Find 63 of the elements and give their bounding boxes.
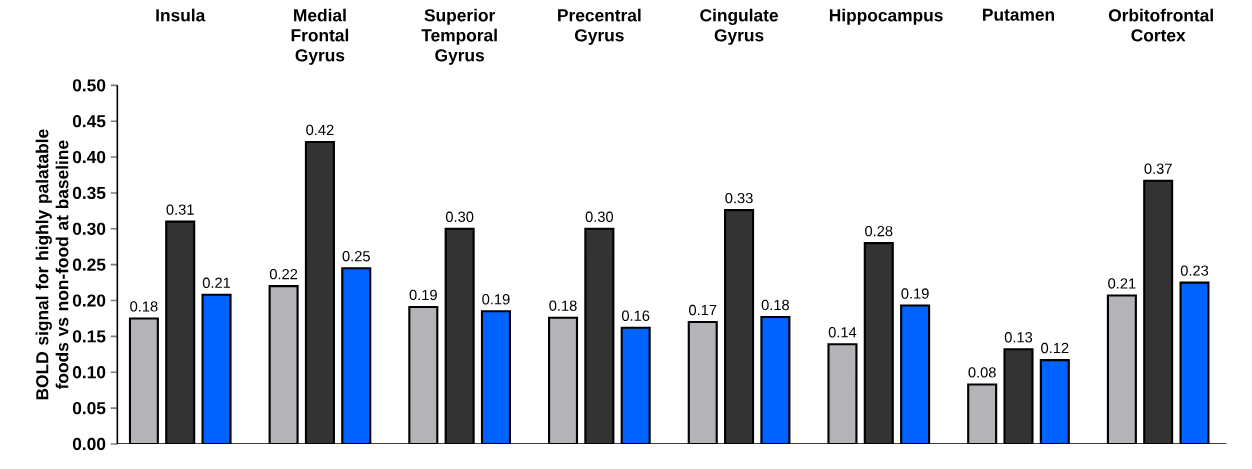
data-label: 0.28 <box>865 225 893 237</box>
x-tick-label: Insula <box>156 8 206 22</box>
data-label: 0.16 <box>621 310 650 321</box>
y-tick-label: 0.00 <box>72 437 106 451</box>
y-tick-label: 0.40 <box>72 150 106 164</box>
y-tick-label: 0.25 <box>72 258 106 271</box>
bar <box>268 285 299 444</box>
bar <box>408 305 439 444</box>
data-label: 0.19 <box>901 288 929 299</box>
bar <box>165 220 196 444</box>
data-label: 0.08 <box>968 367 996 378</box>
x-tick-label: Hippocampus <box>829 8 943 25</box>
bar <box>760 315 791 444</box>
data-label: 0.23 <box>1180 265 1209 276</box>
y-tick-label: 0.10 <box>72 366 106 379</box>
data-label: 0.30 <box>445 211 474 222</box>
data-label: 0.19 <box>409 289 437 301</box>
data-label: 0.17 <box>689 304 717 316</box>
data-label: 0.14 <box>828 327 857 338</box>
x-tick-label: Precentral Gyrus <box>558 8 641 45</box>
data-label: 0.31 <box>166 204 194 215</box>
data-label: 0.42 <box>306 124 334 136</box>
y-tick-label: 0.35 <box>72 186 106 200</box>
data-label: 0.18 <box>761 299 790 311</box>
bar <box>620 326 651 444</box>
data-label: 0.21 <box>1108 278 1136 289</box>
data-label: 0.12 <box>1041 342 1069 354</box>
y-tick-label: 0.50 <box>72 79 106 92</box>
y-tick-label: 0.45 <box>72 115 106 128</box>
x-tick-label: Superior Temporal Gyrus <box>421 8 497 65</box>
x-tick-label: Medial Frontal Gyrus <box>291 8 349 65</box>
y-axis-title: BOLD signal for highly palatable foods vs non-food at baseline <box>35 129 69 400</box>
x-tick-label: Cingulate Gyrus <box>700 8 778 45</box>
data-label: 0.25 <box>342 250 370 262</box>
bar <box>1039 358 1070 444</box>
data-label: 0.37 <box>1144 163 1172 174</box>
bar <box>687 320 718 444</box>
y-tick-label: 0.20 <box>72 294 106 307</box>
y-tick-label: 0.15 <box>72 330 106 343</box>
bar <box>584 227 615 444</box>
data-label: 0.13 <box>1004 332 1033 343</box>
y-tick-label: 0.30 <box>72 222 106 235</box>
bar <box>341 267 372 444</box>
bar <box>900 304 931 444</box>
data-label: 0.19 <box>482 294 510 305</box>
data-label: 0.22 <box>269 268 298 280</box>
bar <box>1143 179 1174 444</box>
bar <box>1106 294 1137 444</box>
data-label: 0.21 <box>202 277 231 288</box>
data-label: 0.18 <box>130 301 158 312</box>
x-tick-label: Orbitofrontal Cortex <box>1108 8 1213 42</box>
bar <box>304 140 335 444</box>
data-label: 0.18 <box>549 300 577 311</box>
bar <box>128 317 159 444</box>
bar <box>547 316 579 444</box>
y-tick-label: 0.05 <box>72 401 106 415</box>
bar <box>724 209 755 444</box>
bar <box>480 310 511 444</box>
bar <box>444 227 475 444</box>
bar <box>863 242 894 444</box>
data-label: 0.30 <box>585 211 614 222</box>
x-tick-label: Putamen <box>983 8 1055 21</box>
data-label: 0.33 <box>725 192 753 204</box>
